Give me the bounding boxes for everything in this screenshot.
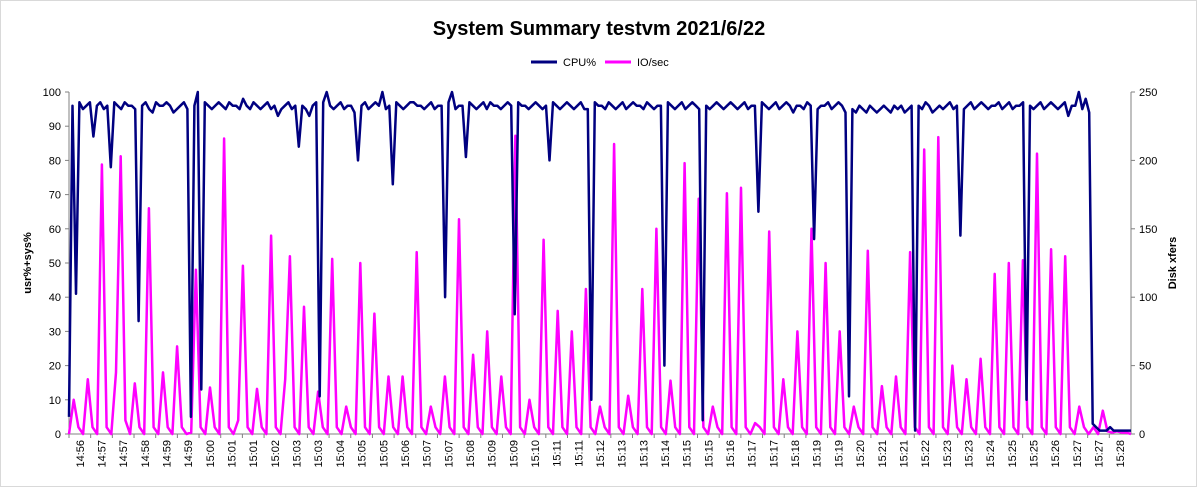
x-tick-label: 15:26: [1050, 440, 1062, 468]
y-right-axis-title: Disk xfers: [1167, 237, 1179, 290]
x-tick-label: 15:23: [942, 440, 954, 468]
y-left-tick-label: 100: [43, 87, 61, 99]
x-tick-label: 15:24: [985, 440, 997, 468]
y-left-tick-label: 70: [49, 190, 61, 202]
x-tick-label: 15:01: [248, 440, 260, 468]
series-line-cpu: [67, 90, 1131, 432]
x-tick-label: 15:05: [378, 440, 390, 468]
x-tick-label: 15:25: [1007, 440, 1019, 468]
legend-cpu-label: CPU%: [563, 57, 596, 69]
y-left-tick-label: 60: [49, 224, 61, 236]
x-tick-label: 15:10: [530, 440, 542, 468]
x-tick-label: 15:21: [898, 440, 910, 468]
x-tick-label: 15:08: [465, 440, 477, 468]
x-tick-label: 15:27: [1093, 440, 1105, 468]
x-tick-label: 15:22: [920, 440, 932, 468]
x-tick-label: 15:28: [1115, 440, 1127, 468]
x-tick-label: 15:02: [270, 440, 282, 468]
x-tick-label: 15:06: [400, 440, 412, 468]
y-right-tick-label: 0: [1139, 429, 1145, 441]
x-tick-label: 14:58: [140, 440, 152, 468]
y-left-axis-title: usr%+sys%: [22, 232, 34, 294]
x-tick-label: 15:15: [703, 440, 715, 468]
x-tick-label: 15:20: [855, 440, 867, 468]
series-line-io-sec: [67, 134, 1132, 436]
y-left-tick-label: 30: [49, 326, 61, 338]
x-tick-label: 15:12: [595, 440, 607, 468]
y-right-axis: 0 50 100 150 200 250: [1131, 87, 1157, 441]
x-tick-label: 15:03: [313, 440, 325, 468]
x-tick-label: 14:59: [162, 440, 174, 468]
x-tick-label: 15:13: [617, 440, 629, 468]
legend: CPU% IO/sec: [531, 57, 669, 69]
x-tick-label: 14:56: [75, 440, 87, 468]
y-left-axis: 0 10 20 30 40 50 60 70 80 90 100: [43, 87, 69, 441]
y-right-tick-label: 50: [1139, 361, 1151, 373]
x-tick-label: 15:15: [682, 440, 694, 468]
x-tick-label: 15:18: [790, 440, 802, 468]
plot-area: [67, 90, 1132, 436]
y-right-tick-label: 200: [1139, 155, 1157, 167]
x-tick-label: 15:07: [443, 440, 455, 468]
x-tick-label: 15:23: [963, 440, 975, 468]
x-tick-label: 15:09: [508, 440, 520, 468]
y-right-tick-label: 250: [1139, 87, 1157, 99]
x-tick-label: 15:04: [335, 440, 347, 468]
x-tick-label: 14:57: [97, 440, 109, 468]
chart-title: System Summary testvm 2021/6/22: [433, 18, 765, 40]
y-left-tick-label: 80: [49, 155, 61, 167]
legend-io-label: IO/sec: [637, 57, 669, 69]
x-tick-label: 15:21: [877, 440, 889, 468]
x-axis: 14:56 14:57 14:57 14:58 14:59 14:59 15:00 15:01…: [68, 434, 1127, 468]
y-left-tick-label: 20: [49, 361, 61, 373]
y-left-tick-label: 10: [49, 395, 61, 407]
x-tick-label: 15:11: [552, 440, 564, 467]
y-right-tick-label: 150: [1139, 224, 1157, 236]
x-tick-label: 15:27: [1072, 440, 1084, 468]
x-tick-label: 15:13: [638, 440, 650, 468]
x-tick-label: 15:25: [1028, 440, 1040, 468]
x-tick-label: 15:07: [422, 440, 434, 468]
x-tick-label: 15:09: [487, 440, 499, 468]
x-tick-label: 15:03: [292, 440, 304, 468]
x-tick-label: 15:05: [357, 440, 369, 468]
x-tick-label: 14:59: [183, 440, 195, 468]
x-tick-label: 15:17: [747, 440, 759, 468]
y-left-tick-label: 0: [55, 429, 61, 441]
x-tick-label: 15:19: [812, 440, 824, 468]
x-tick-label: 15:01: [227, 440, 239, 468]
x-tick-label: 15:11: [573, 440, 585, 467]
x-tick-label: 14:57: [118, 440, 130, 468]
y-left-tick-label: 90: [49, 121, 61, 133]
y-left-tick-label: 50: [49, 258, 61, 270]
y-right-tick-label: 100: [1139, 292, 1157, 304]
x-tick-label: 15:17: [768, 440, 780, 468]
x-tick-label: 15:14: [660, 440, 672, 468]
x-tick-label: 15:00: [205, 440, 217, 468]
y-left-tick-label: 40: [49, 292, 61, 304]
x-tick-label: 15:19: [833, 440, 845, 468]
x-tick-label: 15:16: [725, 440, 737, 468]
